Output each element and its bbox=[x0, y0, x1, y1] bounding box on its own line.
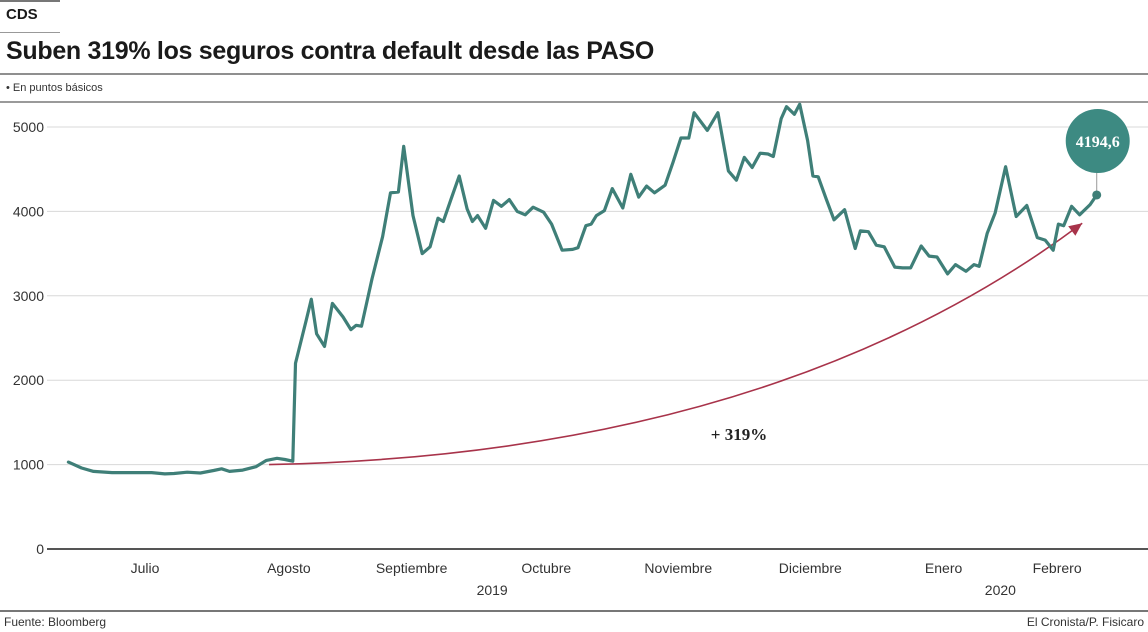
series-line bbox=[66, 102, 1099, 476]
kicker-rule bbox=[0, 32, 60, 33]
growth-arrow-curve bbox=[269, 222, 1083, 466]
footer-rule bbox=[0, 610, 1148, 612]
value-bubble-label: 4194,6 bbox=[1076, 134, 1120, 151]
value-bubble-group: 4194,6 bbox=[1065, 109, 1130, 200]
chart-title: Suben 319% los seguros contra default de… bbox=[6, 37, 655, 65]
x-tick-label: Noviembre bbox=[644, 560, 712, 576]
year-label: 2020 bbox=[985, 582, 1016, 598]
grid-lines bbox=[47, 126, 1148, 550]
x-tick-label: Enero bbox=[925, 560, 963, 576]
year-label: 2019 bbox=[477, 582, 508, 598]
credit-label: El Cronista/P. Fisicaro bbox=[1026, 615, 1144, 629]
series-group bbox=[66, 102, 1099, 476]
unit-note: • En puntos básicos bbox=[6, 82, 103, 94]
x-tick-label: Octubre bbox=[521, 560, 571, 576]
y-tick-label: 5000 bbox=[13, 119, 44, 135]
y-tick-label: 1000 bbox=[13, 457, 44, 473]
growth-label: + 319% bbox=[711, 425, 767, 444]
growth-arrow-group: + 319% bbox=[269, 222, 1083, 466]
y-tick-label: 0 bbox=[36, 541, 44, 557]
last-point-marker bbox=[1092, 190, 1102, 200]
top-short-rule bbox=[0, 0, 60, 2]
y-tick-label: 2000 bbox=[13, 372, 44, 388]
x-tick-label: Julio bbox=[131, 560, 160, 576]
kicker-label: CDS bbox=[6, 6, 38, 23]
title-rule bbox=[0, 73, 1148, 75]
x-tick-label: Febrero bbox=[1033, 560, 1082, 576]
value-bubble bbox=[1065, 109, 1130, 173]
y-tick-label: 3000 bbox=[13, 288, 44, 304]
x-tick-label: Agosto bbox=[267, 560, 311, 576]
arrowhead-icon bbox=[1068, 223, 1083, 236]
x-tick-label: Septiembre bbox=[376, 560, 448, 576]
x-tick-label: Diciembre bbox=[779, 560, 842, 576]
x-axis-ticks: Julio Agosto Septiembre Octubre Noviembre Dic… bbox=[131, 560, 1082, 598]
y-tick-label: 4000 bbox=[13, 203, 44, 219]
source-label: Fuente: Bloomberg bbox=[4, 615, 107, 629]
unit-rule bbox=[0, 101, 1148, 103]
y-axis-ticks: 0 1000 2000 3000 4000 5000 bbox=[13, 119, 44, 557]
